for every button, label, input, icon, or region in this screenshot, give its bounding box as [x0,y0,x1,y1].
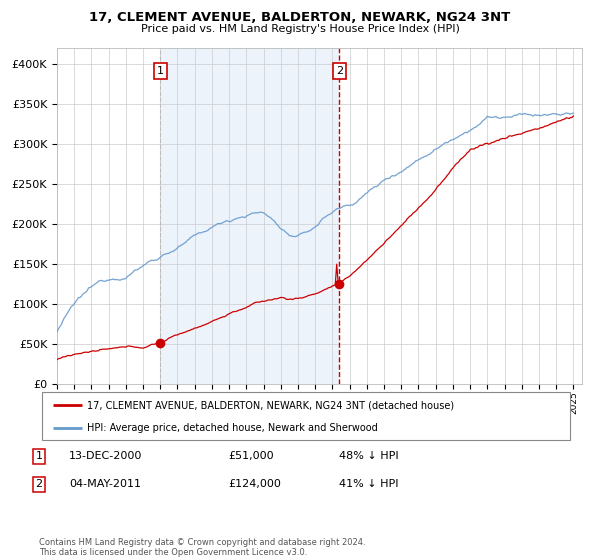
Text: 13-DEC-2000: 13-DEC-2000 [69,451,142,461]
Text: £124,000: £124,000 [228,479,281,489]
Text: 48% ↓ HPI: 48% ↓ HPI [339,451,398,461]
Bar [160,48,339,384]
Text: Price paid vs. HM Land Registry's House Price Index (HPI): Price paid vs. HM Land Registry's House … [140,24,460,34]
Text: 1: 1 [157,66,164,76]
Text: £51,000: £51,000 [228,451,274,461]
FancyBboxPatch shape [42,392,570,440]
Text: 2: 2 [35,479,43,489]
Text: Contains HM Land Registry data © Crown copyright and database right 2024.
This d: Contains HM Land Registry data © Crown c… [39,538,365,557]
Text: 17, CLEMENT AVENUE, BALDERTON, NEWARK, NG24 3NT (detached house): 17, CLEMENT AVENUE, BALDERTON, NEWARK, N… [87,400,454,410]
Text: 41% ↓ HPI: 41% ↓ HPI [339,479,398,489]
Text: HPI: Average price, detached house, Newark and Sherwood: HPI: Average price, detached house, Newa… [87,423,377,433]
Text: 17, CLEMENT AVENUE, BALDERTON, NEWARK, NG24 3NT: 17, CLEMENT AVENUE, BALDERTON, NEWARK, N… [89,11,511,24]
Text: 2: 2 [336,66,343,76]
Text: 04-MAY-2011: 04-MAY-2011 [69,479,141,489]
Text: 1: 1 [35,451,43,461]
